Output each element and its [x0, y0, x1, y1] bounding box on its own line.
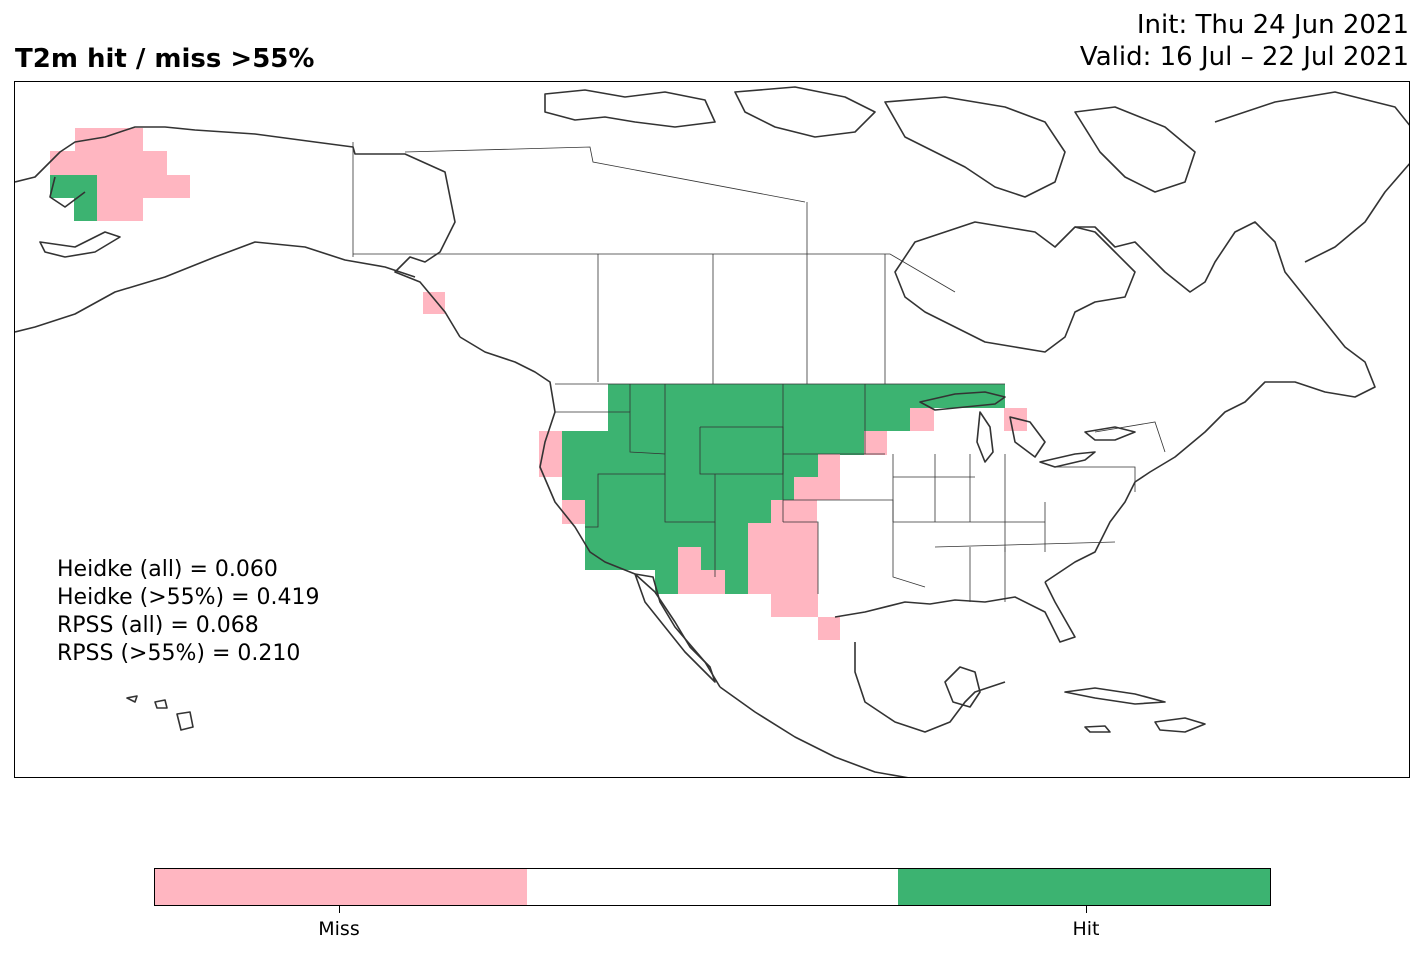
- skill-scores: Heidke (all) = 0.060 Heidke (>55%) = 0.4…: [57, 556, 320, 668]
- miss-cell: [75, 128, 143, 151]
- colorbar-miss-segment: [155, 869, 527, 905]
- hit-cell: [655, 570, 678, 594]
- colorbar-hit-segment: [898, 869, 1271, 905]
- hit-cell: [585, 523, 748, 547]
- miss-cell: [818, 454, 840, 478]
- miss-cell: [678, 570, 725, 594]
- hit-cell: [701, 547, 748, 570]
- init-date: Init: Thu 24 Jun 2021: [1136, 10, 1409, 40]
- miss-cell: [748, 570, 818, 594]
- miss-cell: [748, 523, 818, 547]
- hit-cell: [562, 477, 794, 500]
- hit-cell: [74, 198, 97, 221]
- miss-cell: [748, 547, 818, 570]
- map-svg: [15, 86, 1409, 777]
- heidke-55-text: Heidke (>55%) = 0.419: [57, 585, 320, 610]
- colorbar-label-hit: Hit: [1072, 918, 1100, 940]
- map-panel: [14, 81, 1410, 778]
- miss-cell: [50, 151, 167, 175]
- colorbar-tick-hit: [1086, 906, 1087, 913]
- miss-cell: [678, 547, 701, 570]
- hit-cell: [585, 500, 771, 523]
- miss-cell: [794, 477, 840, 500]
- colorbar-neutral-segment: [526, 869, 899, 905]
- rpss-all-text: RPSS (all) = 0.068: [57, 613, 259, 638]
- hit-cell: [50, 175, 97, 198]
- miss-cell: [864, 431, 887, 455]
- hit-cell: [608, 408, 911, 431]
- colorbar-label-miss: Miss: [318, 918, 360, 940]
- colorbar: [154, 868, 1271, 906]
- miss-cell: [423, 292, 445, 314]
- valid-period: Valid: 16 Jul – 22 Jul 2021: [1079, 42, 1409, 72]
- miss-cell: [818, 617, 840, 640]
- borders: [352, 142, 1166, 602]
- hit-cell: [585, 547, 678, 570]
- rpss-55-text: RPSS (>55%) = 0.210: [57, 641, 301, 666]
- miss-cell: [1004, 408, 1027, 431]
- hit-cell: [562, 431, 864, 455]
- forecast-cells: [50, 128, 1027, 640]
- miss-cell: [562, 500, 586, 524]
- miss-cell: [771, 500, 817, 523]
- miss-cell: [97, 198, 143, 221]
- map-title: T2m hit / miss >55%: [15, 44, 315, 74]
- coastlines: [15, 86, 1409, 777]
- hit-cell: [608, 384, 1005, 408]
- colorbar-tick-miss: [339, 906, 340, 913]
- heidke-all-text: Heidke (all) = 0.060: [57, 557, 278, 582]
- hit-cell: [725, 570, 748, 594]
- miss-cell: [910, 408, 934, 431]
- miss-cell: [771, 594, 818, 617]
